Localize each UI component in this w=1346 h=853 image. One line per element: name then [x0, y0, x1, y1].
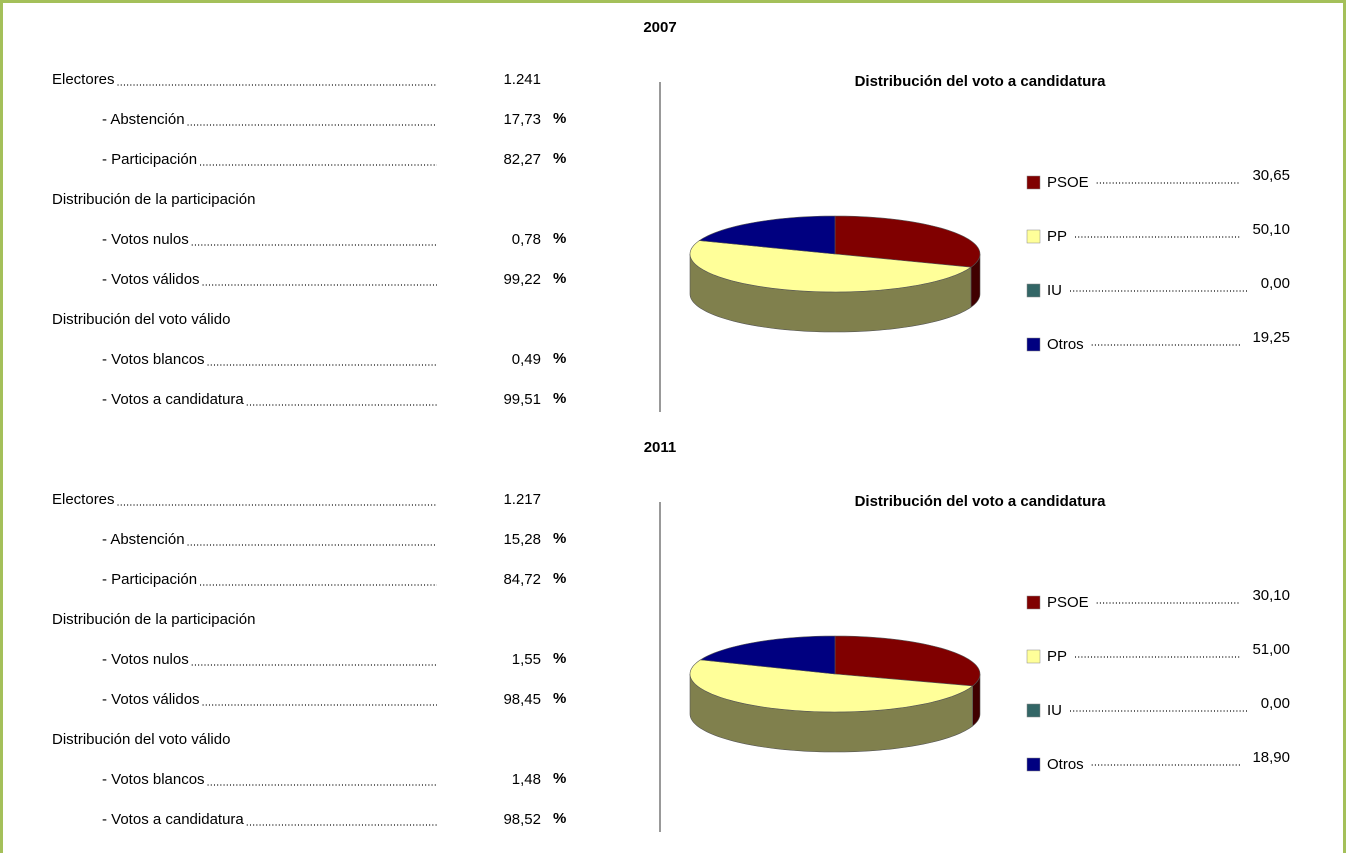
row-value: 1.217	[503, 491, 541, 508]
legend-swatch	[1026, 649, 1041, 664]
row-unit: %	[553, 390, 566, 407]
row-label: - Votos blancos	[102, 771, 205, 788]
pie-slice	[834, 635, 981, 687]
legend-name: PSOE	[1047, 594, 1089, 611]
row-value: 84,72	[503, 571, 541, 588]
legend-value: 0,00	[1261, 695, 1290, 712]
row-value: 1.241	[503, 71, 541, 88]
row-value: 0,78	[512, 231, 541, 248]
legend-swatch	[1026, 283, 1041, 298]
row-value: 98,52	[503, 811, 541, 828]
legend-swatch	[1026, 595, 1041, 610]
section-year: 2011	[644, 439, 677, 456]
pie-slice	[699, 635, 836, 675]
legend-swatch	[1026, 175, 1041, 190]
row-value: 1,55	[512, 651, 541, 668]
row-value: 15,28	[503, 531, 541, 548]
row-unit: %	[553, 110, 566, 127]
row-label: - Participación	[102, 151, 197, 168]
row-label: Electores	[52, 71, 115, 88]
legend-name: Otros	[1047, 336, 1084, 353]
row-label: - Votos nulos	[102, 651, 189, 668]
legend-value: 51,00	[1252, 641, 1290, 658]
legend-name: PP	[1047, 648, 1067, 665]
row-label: - Abstención	[102, 531, 185, 548]
legend-swatch	[1026, 229, 1041, 244]
legend-value: 30,65	[1252, 167, 1290, 184]
row-label: - Votos a candidatura	[102, 391, 244, 408]
row-unit: %	[553, 810, 566, 827]
legend-swatch	[1026, 703, 1041, 718]
legend-swatch	[1026, 337, 1041, 352]
row-unit: %	[553, 650, 566, 667]
row-unit: %	[553, 770, 566, 787]
row-label: Distribución del voto válido	[52, 731, 230, 748]
pie-slice	[689, 659, 974, 713]
row-unit: %	[553, 350, 566, 367]
row-unit: %	[553, 150, 566, 167]
row-label: - Participación	[102, 571, 197, 588]
row-label: - Abstención	[102, 111, 185, 128]
row-value: 99,22	[503, 271, 541, 288]
row-label: - Votos nulos	[102, 231, 189, 248]
legend-swatch	[1026, 757, 1041, 772]
row-label: Distribución de la participación	[52, 611, 255, 628]
pie-slice	[689, 240, 972, 293]
row-label: - Votos válidos	[102, 271, 200, 288]
row-value: 0,49	[512, 351, 541, 368]
row-label: Electores	[52, 491, 115, 508]
legend-name: PSOE	[1047, 174, 1089, 191]
row-unit: %	[553, 230, 566, 247]
row-value: 98,45	[503, 691, 541, 708]
row-label: - Votos válidos	[102, 691, 200, 708]
section-year: 2007	[643, 19, 676, 36]
row-value: 82,27	[503, 151, 541, 168]
legend-name: Otros	[1047, 756, 1084, 773]
row-unit: %	[553, 570, 566, 587]
pie-slice	[834, 215, 981, 268]
row-label: Distribución de la participación	[52, 191, 255, 208]
legend-value: 18,90	[1252, 749, 1290, 766]
legend-name: PP	[1047, 228, 1067, 245]
row-unit: %	[553, 270, 566, 287]
row-label: - Votos a candidatura	[102, 811, 244, 828]
legend-value: 0,00	[1261, 275, 1290, 292]
chart-title: Distribución del voto a candidatura	[855, 493, 1107, 510]
row-label: Distribución del voto válido	[52, 311, 230, 328]
row-value: 1,48	[512, 771, 541, 788]
pie-slice	[698, 215, 836, 255]
chart-title: Distribución del voto a candidatura	[855, 73, 1107, 90]
row-label: - Votos blancos	[102, 351, 205, 368]
legend-value: 30,10	[1252, 587, 1290, 604]
row-value: 99,51	[503, 391, 541, 408]
legend-value: 19,25	[1252, 329, 1290, 346]
legend-name: IU	[1047, 702, 1062, 719]
legend-name: IU	[1047, 282, 1062, 299]
row-unit: %	[553, 690, 566, 707]
legend-value: 50,10	[1252, 221, 1290, 238]
row-value: 17,73	[503, 111, 541, 128]
row-unit: %	[553, 530, 566, 547]
